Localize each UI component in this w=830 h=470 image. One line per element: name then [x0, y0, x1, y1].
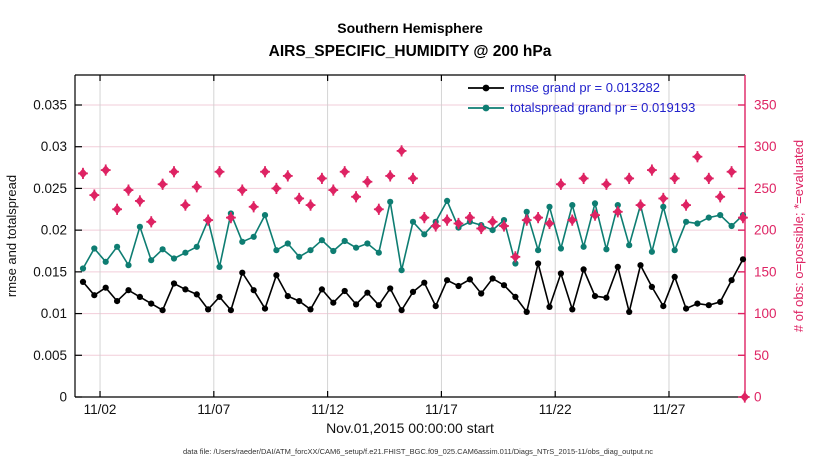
chart-title-line2: AIRS_SPECIFIC_HUMIDITY @ 200 hPa — [269, 43, 552, 60]
totalspread-series — [79, 197, 747, 274]
left-tick-label: 0.015 — [33, 264, 67, 279]
legend-item-totalspread-label: totalspread grand pr = 0.019193 — [510, 100, 695, 115]
x-axis-label: Nov.01,2015 00:00:00 start — [326, 420, 494, 436]
right-tick-label: 300 — [754, 139, 777, 154]
left-tick-label: 0.02 — [41, 223, 67, 238]
left-tick-label: 0.035 — [33, 98, 67, 113]
right-tick-label: 250 — [754, 181, 777, 196]
legend-item-rmse-label: rmse grand pr = 0.013282 — [510, 80, 660, 95]
x-gridlines — [99, 75, 670, 397]
legend: rmse grand pr = 0.013282 totalspread gra… — [468, 80, 695, 115]
y-axis-label-right: # of obs: o=possible; *=evaluated — [791, 140, 806, 332]
axis-ticks — [75, 75, 745, 398]
plot-layers: 0 0.005 0.01 0.015 0.02 0.025 0.03 0.035 0 50 100 1… — [33, 74, 777, 417]
left-tick-label: 0 — [59, 390, 67, 405]
right-tick-label: 150 — [754, 264, 777, 279]
x-tick-label: 11/02 — [84, 402, 117, 417]
x-tick-label: 11/12 — [311, 402, 344, 417]
right-tick-label: 200 — [754, 223, 777, 238]
right-tick-label: 50 — [754, 348, 769, 363]
rmse-series — [79, 256, 747, 315]
left-tick-label: 0.03 — [41, 139, 67, 154]
caption-datafile: data file: /Users/raeder/DAI/ATM_forcXX/… — [183, 447, 653, 456]
obs-count-markers — [78, 145, 750, 403]
y-axis-label-left: rmse and totalspread — [4, 175, 19, 297]
left-tick-label: 0.005 — [33, 348, 67, 363]
x-tick-label: 11/27 — [653, 402, 686, 417]
x-tick-label: 11/22 — [539, 402, 572, 417]
right-tick-label: 100 — [754, 306, 777, 321]
y-gridlines — [75, 104, 745, 356]
left-tick-label: 0.025 — [33, 181, 67, 196]
legend-totalspread-marker — [482, 104, 490, 112]
legend-rmse-marker — [482, 84, 490, 92]
x-tick-labels: 11/02 11/07 11/12 11/17 11/22 11/27 — [84, 402, 686, 417]
right-tick-labels: 0 50 100 150 200 250 300 350 — [754, 98, 777, 405]
x-tick-label: 11/17 — [425, 402, 458, 417]
right-tick-label: 0 — [754, 390, 762, 405]
axis-box — [74, 74, 746, 398]
right-tick-label: 350 — [754, 98, 777, 113]
left-tick-label: 0.01 — [41, 306, 67, 321]
x-tick-label: 11/07 — [197, 402, 230, 417]
left-tick-labels: 0 0.005 0.01 0.015 0.02 0.025 0.03 0.035 — [33, 98, 67, 405]
chart-title-line1: Southern Hemisphere — [337, 20, 483, 36]
